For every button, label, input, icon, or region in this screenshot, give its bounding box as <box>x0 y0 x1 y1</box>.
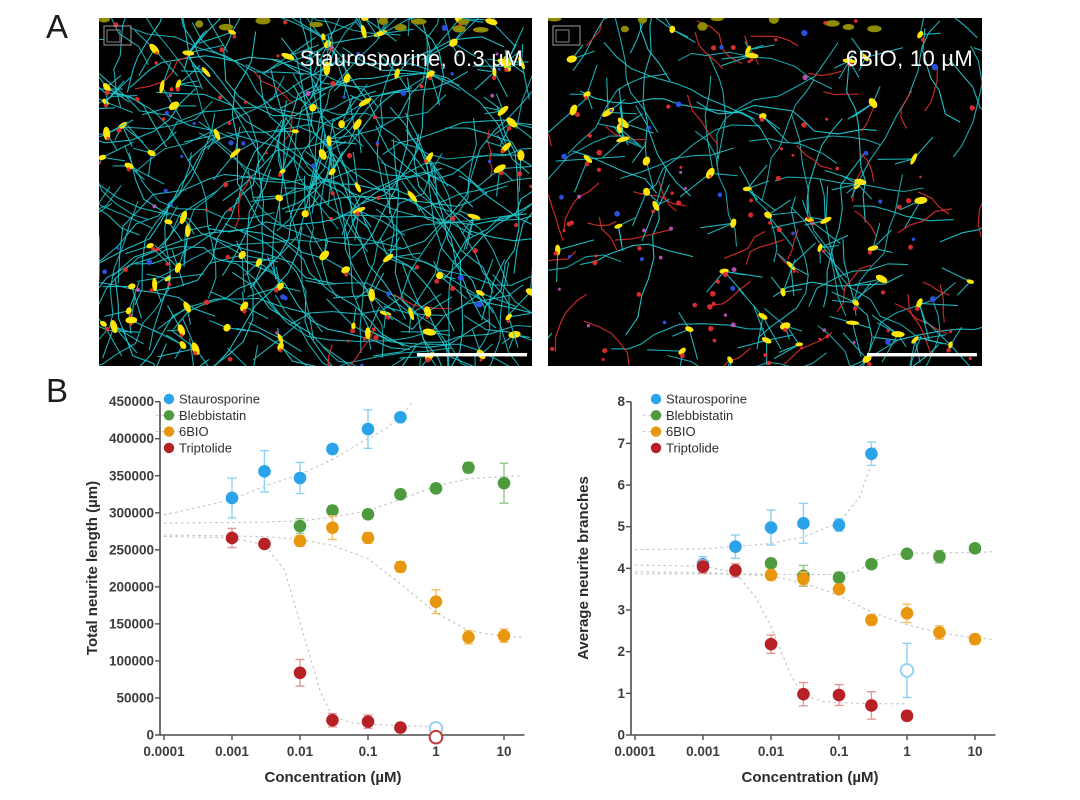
neurite-traces <box>548 18 982 366</box>
svg-text:4: 4 <box>617 561 625 576</box>
svg-text:1: 1 <box>432 744 440 759</box>
axes: 0.0001 0.001 0.01 0.1 1 10 0 1 2 3 4 5 6 7 8 Average ne… <box>575 394 996 786</box>
axes: 0.0001 0.001 0.01 0.1 1 10 0 50000 100000 150000 2… <box>84 394 525 786</box>
series-blebbistatin <box>764 542 982 587</box>
svg-text:350000: 350000 <box>109 468 154 483</box>
svg-text:1: 1 <box>903 744 911 759</box>
series-6bio <box>764 568 982 646</box>
svg-text:3: 3 <box>617 603 625 618</box>
svg-text:300000: 300000 <box>109 505 154 520</box>
svg-text:250000: 250000 <box>109 542 154 557</box>
series-staurosporine <box>225 409 444 736</box>
dim-cells-top-edge <box>548 18 882 33</box>
series-6bio <box>293 515 511 645</box>
legend-marker-triptolide <box>163 442 175 454</box>
svg-text:200000: 200000 <box>109 579 154 594</box>
micrograph-title-6bio: 6BIO, 10 µM <box>845 46 973 71</box>
svg-text:1: 1 <box>617 686 625 701</box>
svg-text:2: 2 <box>617 644 625 659</box>
y-axis-title: Average neurite branches <box>575 476 592 660</box>
micrograph-staurosporine: Staurosporine, 0.3 µM <box>99 18 532 366</box>
legend-label-blebbistatin: Blebbistatin <box>179 408 246 423</box>
series-blebbistatin <box>293 461 511 535</box>
series-triptolide <box>225 527 444 745</box>
svg-text:100000: 100000 <box>109 653 154 668</box>
svg-text:0.001: 0.001 <box>686 744 720 759</box>
panel-a-label: A <box>46 8 69 45</box>
svg-text:7: 7 <box>617 436 625 451</box>
legend-label-triptolide: Triptolide <box>179 440 232 455</box>
micrograph-6bio: 6BIO, 10 µM <box>548 18 982 366</box>
legend-label-staurosporine: Staurosporine <box>179 392 260 407</box>
panel-b-label: B <box>46 372 69 409</box>
cell-bodies <box>548 18 975 366</box>
nuclei-dots <box>102 20 532 366</box>
x-axis-title: Concentration (µM) <box>265 769 402 786</box>
svg-text:8: 8 <box>617 394 625 409</box>
legend-label-blebbistatin: Blebbistatin <box>666 408 733 423</box>
svg-text:0.1: 0.1 <box>830 744 849 759</box>
micrograph-title-staurosporine: Staurosporine, 0.3 µM <box>299 46 523 71</box>
micrograph-6bio-image <box>548 18 982 366</box>
legend-label-triptolide: Triptolide <box>666 440 719 455</box>
inset-region-icon <box>103 25 132 46</box>
legend-marker-staurosporine <box>163 393 175 405</box>
svg-text:0: 0 <box>617 728 625 743</box>
legend-marker-staurosporine <box>650 393 662 405</box>
legend-marker-triptolide <box>650 442 662 454</box>
svg-text:50000: 50000 <box>116 690 154 705</box>
legend-marker-6bio <box>650 426 662 437</box>
legend-label-6bio: 6BIO <box>179 424 209 439</box>
legend-label-staurosporine: Staurosporine <box>666 392 747 407</box>
scale-bar <box>417 353 527 357</box>
svg-text:0.01: 0.01 <box>287 744 314 759</box>
svg-text:10: 10 <box>496 744 511 759</box>
series-triptolide <box>696 559 914 723</box>
svg-text:0.01: 0.01 <box>758 744 785 759</box>
svg-text:0.001: 0.001 <box>215 744 249 759</box>
svg-text:450000: 450000 <box>109 394 154 409</box>
scale-bar <box>867 353 977 357</box>
svg-text:0.0001: 0.0001 <box>143 744 185 759</box>
inset-region-icon <box>552 25 581 46</box>
dim-cells-top-edge <box>99 18 489 33</box>
legend-label-6bio: 6BIO <box>666 424 696 439</box>
chart-average-neurite-branches: 0.0001 0.001 0.01 0.1 1 10 0 1 2 3 4 5 6 7 8 Average ne… <box>575 392 996 786</box>
svg-text:0.0001: 0.0001 <box>614 744 656 759</box>
legend-marker-6bio <box>163 426 175 437</box>
legend-marker-blebbistatin <box>650 410 662 421</box>
nuclei-dots <box>550 19 975 366</box>
legend-marker-blebbistatin <box>163 410 175 421</box>
chart-total-neurite-length: 0.0001 0.001 0.01 0.1 1 10 0 50000 100000 150000 2… <box>84 392 525 786</box>
micrograph-staurosporine-image <box>99 18 532 366</box>
y-axis-title: Total neurite length (µm) <box>84 481 101 655</box>
svg-text:10: 10 <box>967 744 982 759</box>
svg-text:6: 6 <box>617 478 625 493</box>
svg-text:150000: 150000 <box>109 616 154 631</box>
svg-text:400000: 400000 <box>109 431 154 446</box>
svg-text:0: 0 <box>146 728 154 743</box>
fit-curves <box>634 443 993 705</box>
svg-text:0.1: 0.1 <box>359 744 378 759</box>
svg-text:5: 5 <box>617 519 625 534</box>
x-axis-title: Concentration (µM) <box>742 769 879 786</box>
